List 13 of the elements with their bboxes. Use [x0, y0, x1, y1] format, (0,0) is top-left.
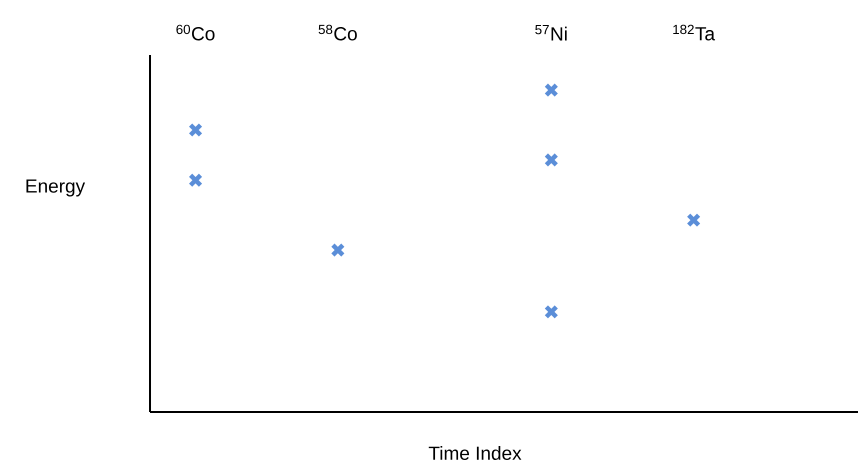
- y-axis-title: Energy: [26, 179, 86, 196]
- point: [686, 212, 701, 228]
- x-tick-label: $^{182}$Ta: [673, 24, 716, 40]
- x-tick-label: $^{60}$Co: [176, 24, 215, 40]
- point: [188, 173, 203, 188]
- x-axis-title: Time Index: [428, 446, 522, 460]
- x-tick-label: $^{58}$Co: [318, 24, 357, 40]
- point: [544, 82, 559, 98]
- point: [330, 242, 346, 258]
- x-tick-label: $^{57}$Ni: [535, 25, 567, 40]
- point: [544, 152, 559, 168]
- point: [188, 122, 203, 138]
- point: [544, 304, 559, 320]
